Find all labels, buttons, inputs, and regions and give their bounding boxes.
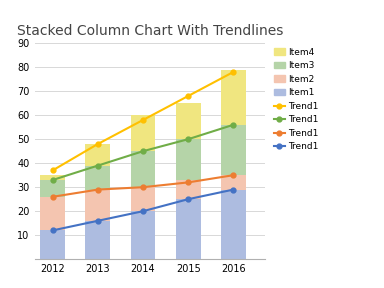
Bar bbox=[40, 180, 65, 197]
Bar bbox=[131, 115, 156, 151]
Legend: Item4, Item3, Item2, Item1, Trend1, Trend1, Trend1, Trend1: Item4, Item3, Item2, Item1, Trend1, Tren… bbox=[274, 48, 319, 151]
Bar bbox=[40, 175, 65, 180]
Bar bbox=[176, 199, 200, 259]
Bar bbox=[131, 187, 156, 211]
Bar bbox=[176, 139, 200, 180]
Bar bbox=[221, 190, 246, 259]
Title: Stacked Column Chart With Trendlines: Stacked Column Chart With Trendlines bbox=[17, 24, 283, 38]
Bar bbox=[85, 144, 110, 166]
Bar bbox=[131, 211, 156, 259]
Bar bbox=[221, 70, 246, 125]
Bar bbox=[85, 221, 110, 259]
Bar bbox=[40, 230, 65, 259]
Bar bbox=[221, 125, 246, 175]
Bar bbox=[131, 151, 156, 187]
Bar bbox=[221, 175, 246, 190]
Bar bbox=[176, 180, 200, 199]
Bar bbox=[176, 103, 200, 139]
Bar bbox=[85, 166, 110, 190]
Bar bbox=[85, 190, 110, 221]
Bar bbox=[40, 197, 65, 230]
